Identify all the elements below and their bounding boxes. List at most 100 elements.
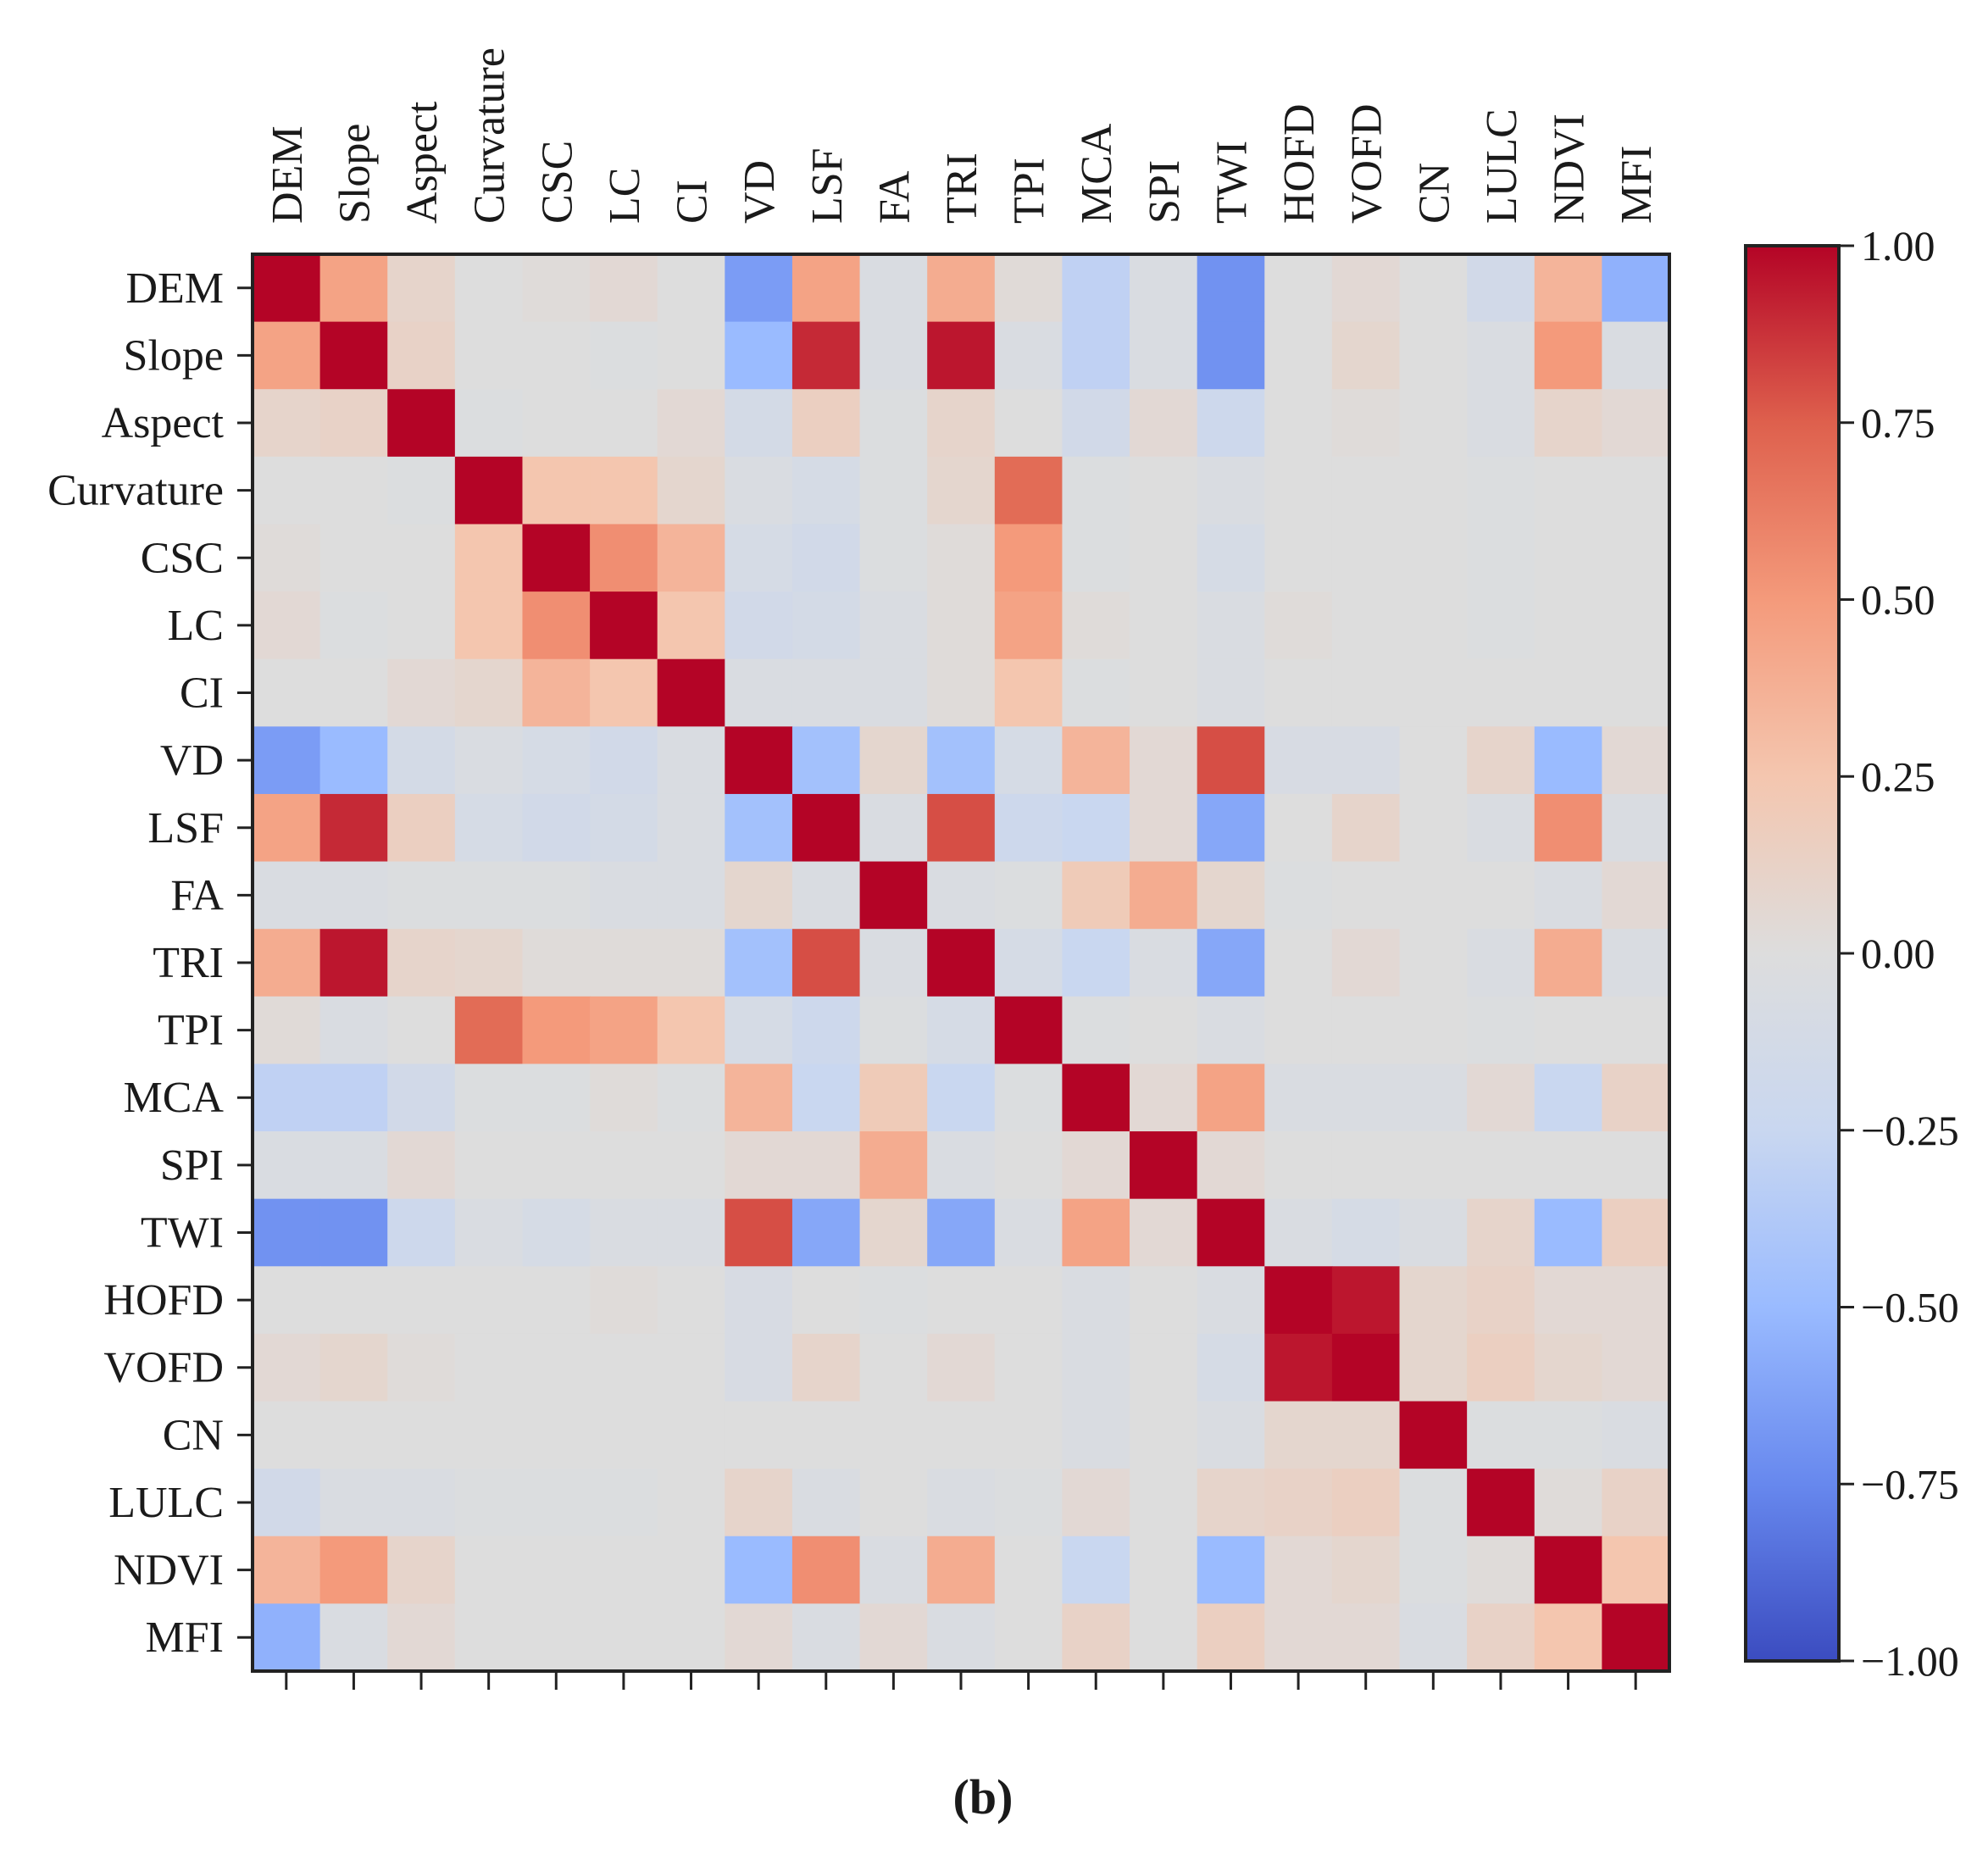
- heatmap-cell-VD-TPI: [994, 726, 1063, 795]
- heatmap-cell-CSC-CN: [1399, 524, 1468, 592]
- heatmap-cell-LC-HOFD: [1264, 591, 1333, 660]
- heatmap-cell-DEM-CI: [657, 254, 725, 323]
- heatmap-cell-LC-MFI: [1602, 591, 1670, 660]
- heatmap-cell-HOFD-VD: [725, 1266, 793, 1335]
- heatmap-cell-MCA-CI: [657, 1064, 725, 1132]
- heatmap-cell-TWI-MCA: [1062, 1198, 1130, 1267]
- heatmap-cell-TRI-Aspect: [387, 929, 456, 997]
- heatmap-cell-LULC-TWI: [1197, 1469, 1265, 1537]
- heatmap-cell-MFI-DEM: [253, 1603, 321, 1672]
- heatmap-cell-MCA-CN: [1399, 1064, 1468, 1132]
- heatmap-cell-MFI-LC: [590, 1603, 658, 1672]
- heatmap-cell-LSF-LULC: [1467, 793, 1535, 863]
- heatmap-cell-TRI-MCA: [1062, 929, 1130, 997]
- heatmap-cell-TRI-TRI: [927, 929, 996, 997]
- colorbar-tick-label: 0.75: [1861, 399, 1935, 447]
- heatmap-cell-TPI-TWI: [1197, 996, 1265, 1065]
- heatmap-cell-TRI-LSF: [791, 929, 861, 997]
- heatmap-cell-FA-NDVI: [1534, 861, 1602, 930]
- heatmap-cell-TWI-TPI: [994, 1198, 1063, 1267]
- heatmap-cell-TWI-CI: [657, 1198, 725, 1267]
- heatmap-cell-DEM-LSF: [791, 254, 861, 323]
- heatmap-cell-LULC-HOFD: [1264, 1469, 1333, 1537]
- heatmap-cell-LSF-TWI: [1197, 793, 1265, 863]
- colorbar-tick-label: −0.75: [1861, 1460, 1959, 1508]
- y-tick-label: NDVI: [114, 1547, 224, 1595]
- heatmap-cell-VOFD-HOFD: [1264, 1333, 1333, 1402]
- heatmap-cell-TRI-SPI: [1130, 929, 1198, 997]
- y-tick-label: VOFD: [103, 1344, 224, 1392]
- heatmap-cell-LSF-CI: [657, 793, 725, 863]
- heatmap-cell-DEM-TWI: [1197, 254, 1265, 323]
- heatmap-cell-LSF-CSC: [522, 793, 591, 863]
- heatmap-cell-NDVI-Slope: [319, 1536, 388, 1604]
- heatmap-cell-MFI-SPI: [1130, 1603, 1198, 1672]
- heatmap-cell-Slope-MCA: [1062, 321, 1130, 390]
- heatmap-cell-DEM-DEM: [253, 254, 321, 323]
- heatmap-cell-HOFD-Slope: [319, 1266, 388, 1335]
- heatmap-cell-TWI-CSC: [522, 1198, 591, 1267]
- heatmap-cell-LC-SPI: [1130, 591, 1198, 660]
- heatmap-cell-DEM-MFI: [1602, 254, 1670, 323]
- heatmap-cell-CSC-VOFD: [1331, 524, 1401, 592]
- heatmap-cell-CI-VOFD: [1331, 658, 1401, 727]
- heatmap-cell-Curvature-CN: [1399, 456, 1468, 525]
- y-tick-label: VD: [160, 736, 224, 785]
- heatmap-cell-Aspect-Aspect: [387, 389, 456, 458]
- heatmap-cell-LC-VOFD: [1331, 591, 1401, 660]
- heatmap-cell-Slope-SPI: [1130, 321, 1198, 390]
- y-tick-label: LULC: [108, 1479, 224, 1527]
- heatmap-cell-TRI-LULC: [1467, 929, 1535, 997]
- x-tick-label: Curvature: [466, 47, 514, 224]
- heatmap-cell-TPI-TPI: [994, 996, 1063, 1065]
- heatmap-cell-Curvature-SPI: [1130, 456, 1198, 525]
- heatmap-cell-MCA-Aspect: [387, 1064, 456, 1132]
- heatmap-cell-CN-LSF: [791, 1401, 861, 1469]
- heatmap-cell-LULC-LC: [590, 1469, 658, 1537]
- heatmap-cell-DEM-Slope: [319, 254, 388, 323]
- heatmap-cell-VD-DEM: [253, 726, 321, 795]
- heatmap-cell-VOFD-Aspect: [387, 1333, 456, 1402]
- heatmap-cell-CI-LULC: [1467, 658, 1535, 727]
- heatmap-cell-VOFD-VD: [725, 1333, 793, 1402]
- heatmap-cell-Curvature-MFI: [1602, 456, 1670, 525]
- heatmap-cell-HOFD-NDVI: [1534, 1266, 1602, 1335]
- heatmap-cell-LULC-SPI: [1130, 1469, 1198, 1537]
- heatmap-cell-NDVI-VOFD: [1331, 1536, 1401, 1604]
- heatmap-cell-VOFD-LSF: [791, 1333, 861, 1402]
- heatmap-cell-TRI-HOFD: [1264, 929, 1333, 997]
- heatmap-cell-TWI-MFI: [1602, 1198, 1670, 1267]
- x-tick-label: Slope: [330, 124, 379, 224]
- y-tick-label: LC: [168, 602, 224, 650]
- heatmap-cell-MCA-NDVI: [1534, 1064, 1602, 1132]
- heatmap-cell-Aspect-NDVI: [1534, 389, 1602, 458]
- heatmap-cell-Slope-FA: [859, 321, 928, 390]
- heatmap-cell-CI-Curvature: [454, 658, 524, 727]
- heatmap-cell-FA-HOFD: [1264, 861, 1333, 930]
- heatmap-cell-NDVI-LC: [590, 1536, 658, 1604]
- y-tick-label: CI: [180, 669, 224, 718]
- heatmap-cell-FA-VD: [725, 861, 793, 930]
- heatmap-cell-CSC-SPI: [1130, 524, 1198, 592]
- colorbar-tick-label: 0.50: [1861, 576, 1935, 624]
- heatmap-cell-LULC-FA: [859, 1469, 928, 1537]
- heatmap-cell-Slope-LSF: [791, 321, 861, 390]
- heatmap-cell-LSF-VOFD: [1331, 793, 1401, 863]
- heatmap-cell-FA-MFI: [1602, 861, 1670, 930]
- heatmap-cell-TRI-Curvature: [454, 929, 524, 997]
- heatmap-cell-LULC-MFI: [1602, 1469, 1670, 1537]
- heatmap-cell-FA-VOFD: [1331, 861, 1401, 930]
- heatmap-cell-TWI-LC: [590, 1198, 658, 1267]
- colorbar-tick-label: −1.00: [1861, 1637, 1959, 1685]
- heatmap-cell-TWI-NDVI: [1534, 1198, 1602, 1267]
- heatmap-cell-TWI-FA: [859, 1198, 928, 1267]
- heatmap-cell-MCA-DEM: [253, 1064, 321, 1132]
- heatmap-cell-Aspect-CN: [1399, 389, 1468, 458]
- heatmap-cell-HOFD-LC: [590, 1266, 658, 1335]
- y-tick-label: Curvature: [47, 467, 224, 515]
- heatmap-cell-SPI-FA: [859, 1131, 928, 1200]
- y-tick-label: CSC: [141, 534, 224, 582]
- heatmap-cell-VOFD-NDVI: [1534, 1333, 1602, 1402]
- heatmap-cell-VOFD-CN: [1399, 1333, 1468, 1402]
- x-tick-label: SPI: [1141, 160, 1189, 224]
